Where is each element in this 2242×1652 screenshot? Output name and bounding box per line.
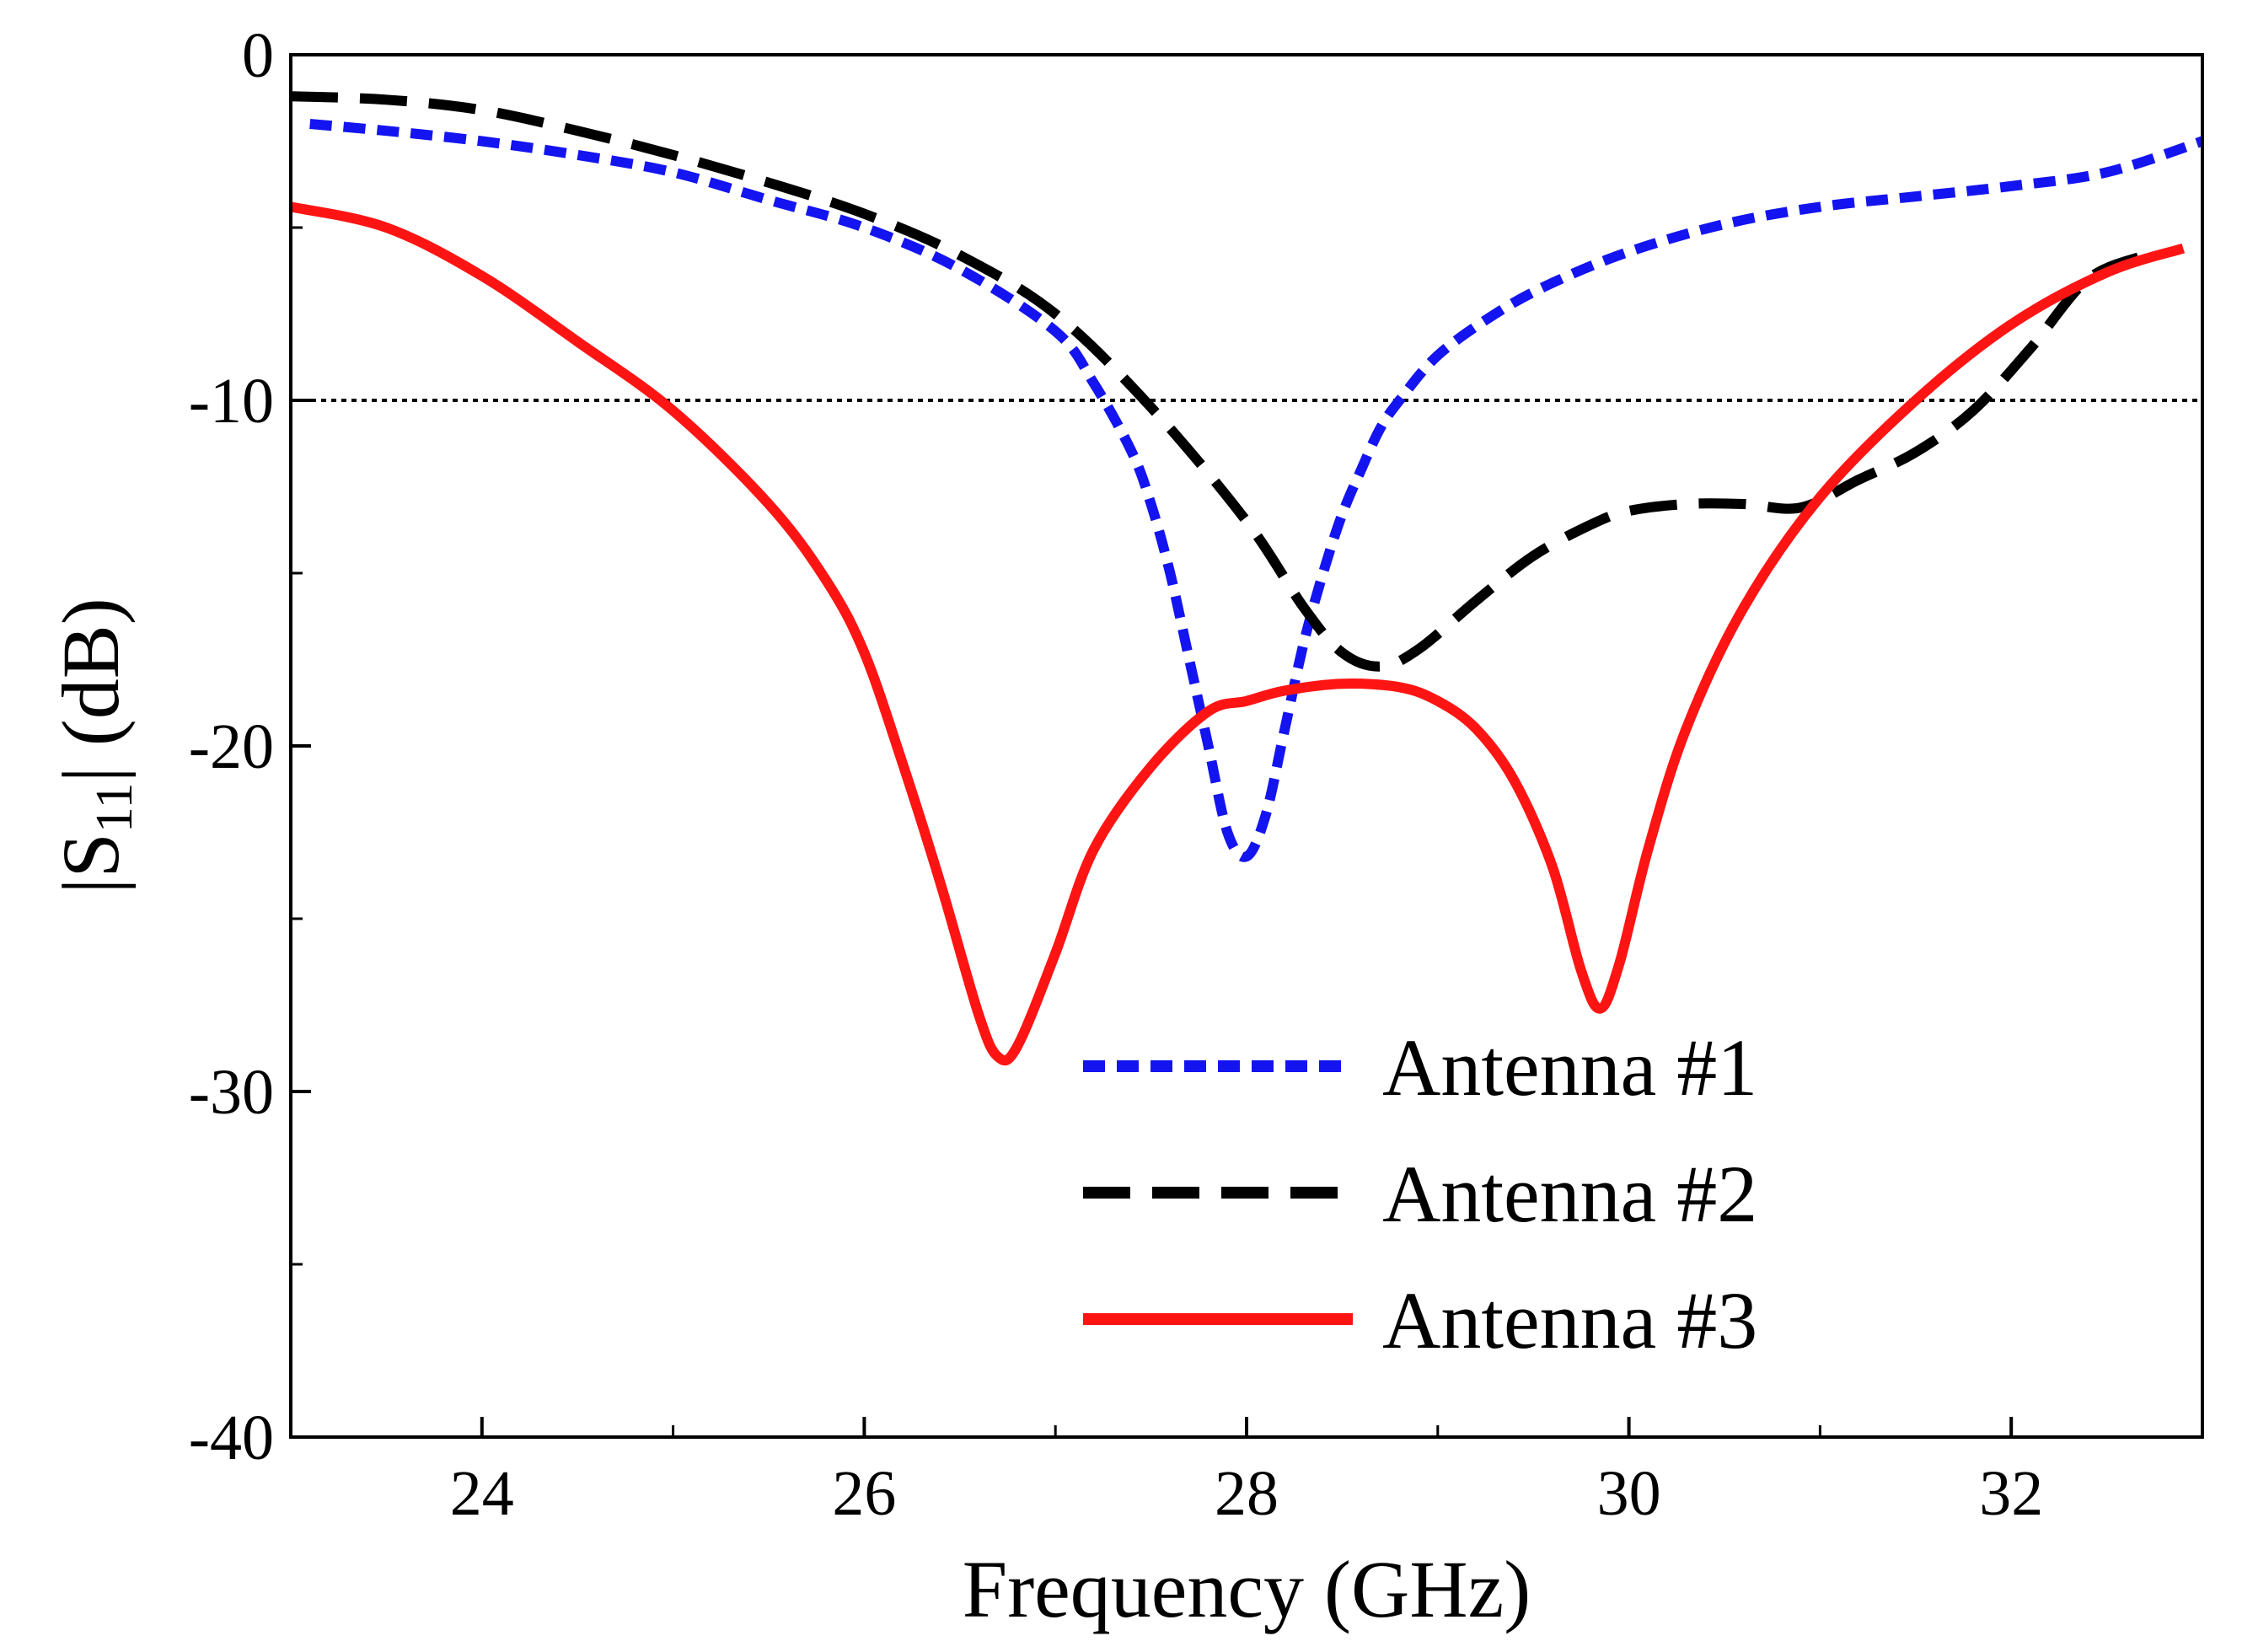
legend-label-antenna-2: Antenna #2 — [1382, 1149, 1757, 1239]
y-axis-title-prefix: |S — [46, 833, 136, 894]
y-tick-label: -40 — [189, 1403, 274, 1473]
x-axis-title: Frequency (GHz) — [963, 1544, 1531, 1634]
x-tick-label: 28 — [1215, 1458, 1279, 1529]
y-axis-title: |S11| (dB) — [46, 598, 143, 894]
y-tick-label: -10 — [189, 366, 274, 437]
y-axis-title-subscript: 11 — [86, 782, 143, 833]
y-axis-title-suffix: | (dB) — [46, 598, 136, 782]
plot-frame — [289, 53, 2204, 1439]
x-tick-label: 30 — [1597, 1458, 1661, 1529]
x-tick-label: 24 — [450, 1458, 514, 1529]
x-tick-label: 26 — [832, 1458, 896, 1529]
y-tick-label: -30 — [189, 1057, 274, 1128]
legend: Antenna #1 Antenna #2 Antenna #3 — [1083, 1022, 1757, 1365]
legend-label-antenna-1: Antenna #1 — [1382, 1022, 1757, 1113]
x-tick-label: 32 — [1979, 1458, 2043, 1529]
y-tick-label: 0 — [242, 20, 274, 91]
legend-label-antenna-3: Antenna #3 — [1382, 1275, 1757, 1365]
series-line-antenna-1 — [309, 119, 2202, 862]
series-line-antenna-2 — [291, 91, 2148, 672]
series-line-antenna-3 — [291, 201, 2186, 1066]
y-tick-label: -20 — [189, 711, 274, 782]
